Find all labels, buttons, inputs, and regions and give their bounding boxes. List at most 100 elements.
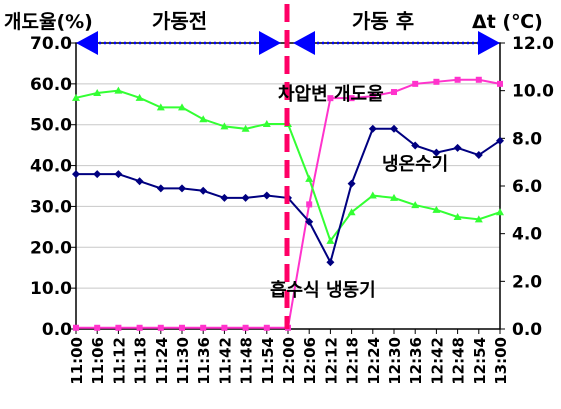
period-before-label: 가동전 [152,9,207,33]
data-point [179,324,185,331]
x-tick-label: 12:54 [471,337,489,385]
data-point [72,170,80,179]
data-point [474,151,483,160]
x-tick-label: 11:36 [195,337,213,385]
data-point [305,174,314,182]
right-tick-label: 12.0 [512,34,554,54]
data-point [326,258,335,267]
data-point [114,86,123,94]
x-tick-label: 11:06 [89,337,107,385]
data-point [157,324,164,331]
data-point [241,193,250,202]
data-point [262,120,271,128]
data-point [156,103,165,111]
data-point [368,124,377,133]
annotation-absorption-chiller: 흡수식 냉동기 [270,279,376,301]
x-tick-label: 12:30 [386,337,404,385]
data-point [241,124,250,132]
data-point [115,324,122,331]
annotation-valve: 차압변 개도율 [278,84,384,105]
annotation-chiller-heater: 냉온수기 [382,154,448,175]
data-point [474,215,483,223]
x-tick-label: 12:36 [407,337,425,385]
y-right-label: Δt (℃) [472,11,543,33]
data-point [496,136,504,145]
data-point [72,93,80,101]
x-tick-label: 12:06 [301,337,319,385]
left-tick-label: 20.0 [30,238,72,258]
data-point [432,205,441,213]
data-point [347,208,356,216]
data-point [136,324,143,331]
data-point [135,177,144,186]
data-point [433,78,440,85]
data-point [347,179,356,188]
x-tick-label: 12:18 [344,337,362,385]
data-point [454,76,461,83]
x-tick-label: 11:12 [110,337,128,385]
right-tick-label: 4.0 [512,225,542,245]
data-point [220,193,229,202]
x-tick-label: 12:00 [280,337,298,385]
data-point [432,148,441,157]
data-point [475,76,482,83]
y-left-label: 개도율(%) [4,11,93,33]
data-point [411,141,420,150]
right-tick-label: 0.0 [512,320,542,340]
data-point [94,324,101,331]
right-tick-label: 8.0 [512,129,542,149]
data-point [411,201,420,209]
data-point [326,236,335,244]
left-tick-label: 30.0 [30,197,72,217]
data-point [73,324,79,331]
data-point [200,324,207,331]
arrow-head-after-start [293,31,315,55]
right-tick-label: 2.0 [512,272,542,292]
arrow-head-before-end [259,31,281,55]
x-tick-label: 11:30 [174,337,192,385]
left-axis-ticks: 0.0 10.0 20.0 30.0 40.0 50.0 60.0 70.0 [30,34,76,340]
x-tick-label: 11:00 [68,337,86,385]
left-tick-label: 0.0 [42,320,72,340]
arrow-head-right [478,31,500,55]
data-point [178,184,186,193]
x-tick-label: 12:12 [322,337,340,385]
data-point [412,80,419,87]
right-axis-ticks: 0.0 2.0 4.0 6.0 8.0 10.0 12.0 [500,34,554,340]
data-point [306,201,313,208]
data-point [93,170,102,179]
data-point [390,124,398,133]
left-tick-label: 70.0 [30,34,72,54]
data-point [263,324,270,331]
data-point [391,89,397,96]
data-point [199,186,208,195]
arrow-head-left [76,31,98,55]
left-tick-label: 50.0 [30,116,72,136]
data-point [220,122,229,130]
x-tick-label: 11:42 [216,337,234,385]
left-tick-label: 60.0 [30,75,72,95]
x-tick-label: 12:24 [365,337,383,385]
x-tick-label: 11:48 [238,337,256,385]
data-point [368,191,377,199]
data-point [93,89,102,97]
data-point [390,193,398,201]
data-point [369,93,376,100]
left-tick-label: 10.0 [30,279,72,299]
right-tick-label: 6.0 [512,177,542,197]
x-tick-label: 12:48 [450,337,468,385]
x-tick-label: 11:24 [153,337,171,385]
data-point [453,143,462,152]
x-tick-label: 11:54 [259,337,277,385]
data-point [156,184,165,193]
x-tick-label: 13:00 [492,337,510,385]
data-point [221,324,228,331]
data-point [135,93,144,101]
data-point [496,208,504,216]
data-point [114,170,123,179]
x-axis-ticks: 11:00 11:06 11:12 11:18 11:24 11:30 11:36 11:42… [68,329,510,385]
data-point [199,115,208,123]
data-point [242,324,249,331]
x-tick-label: 11:18 [132,337,150,385]
